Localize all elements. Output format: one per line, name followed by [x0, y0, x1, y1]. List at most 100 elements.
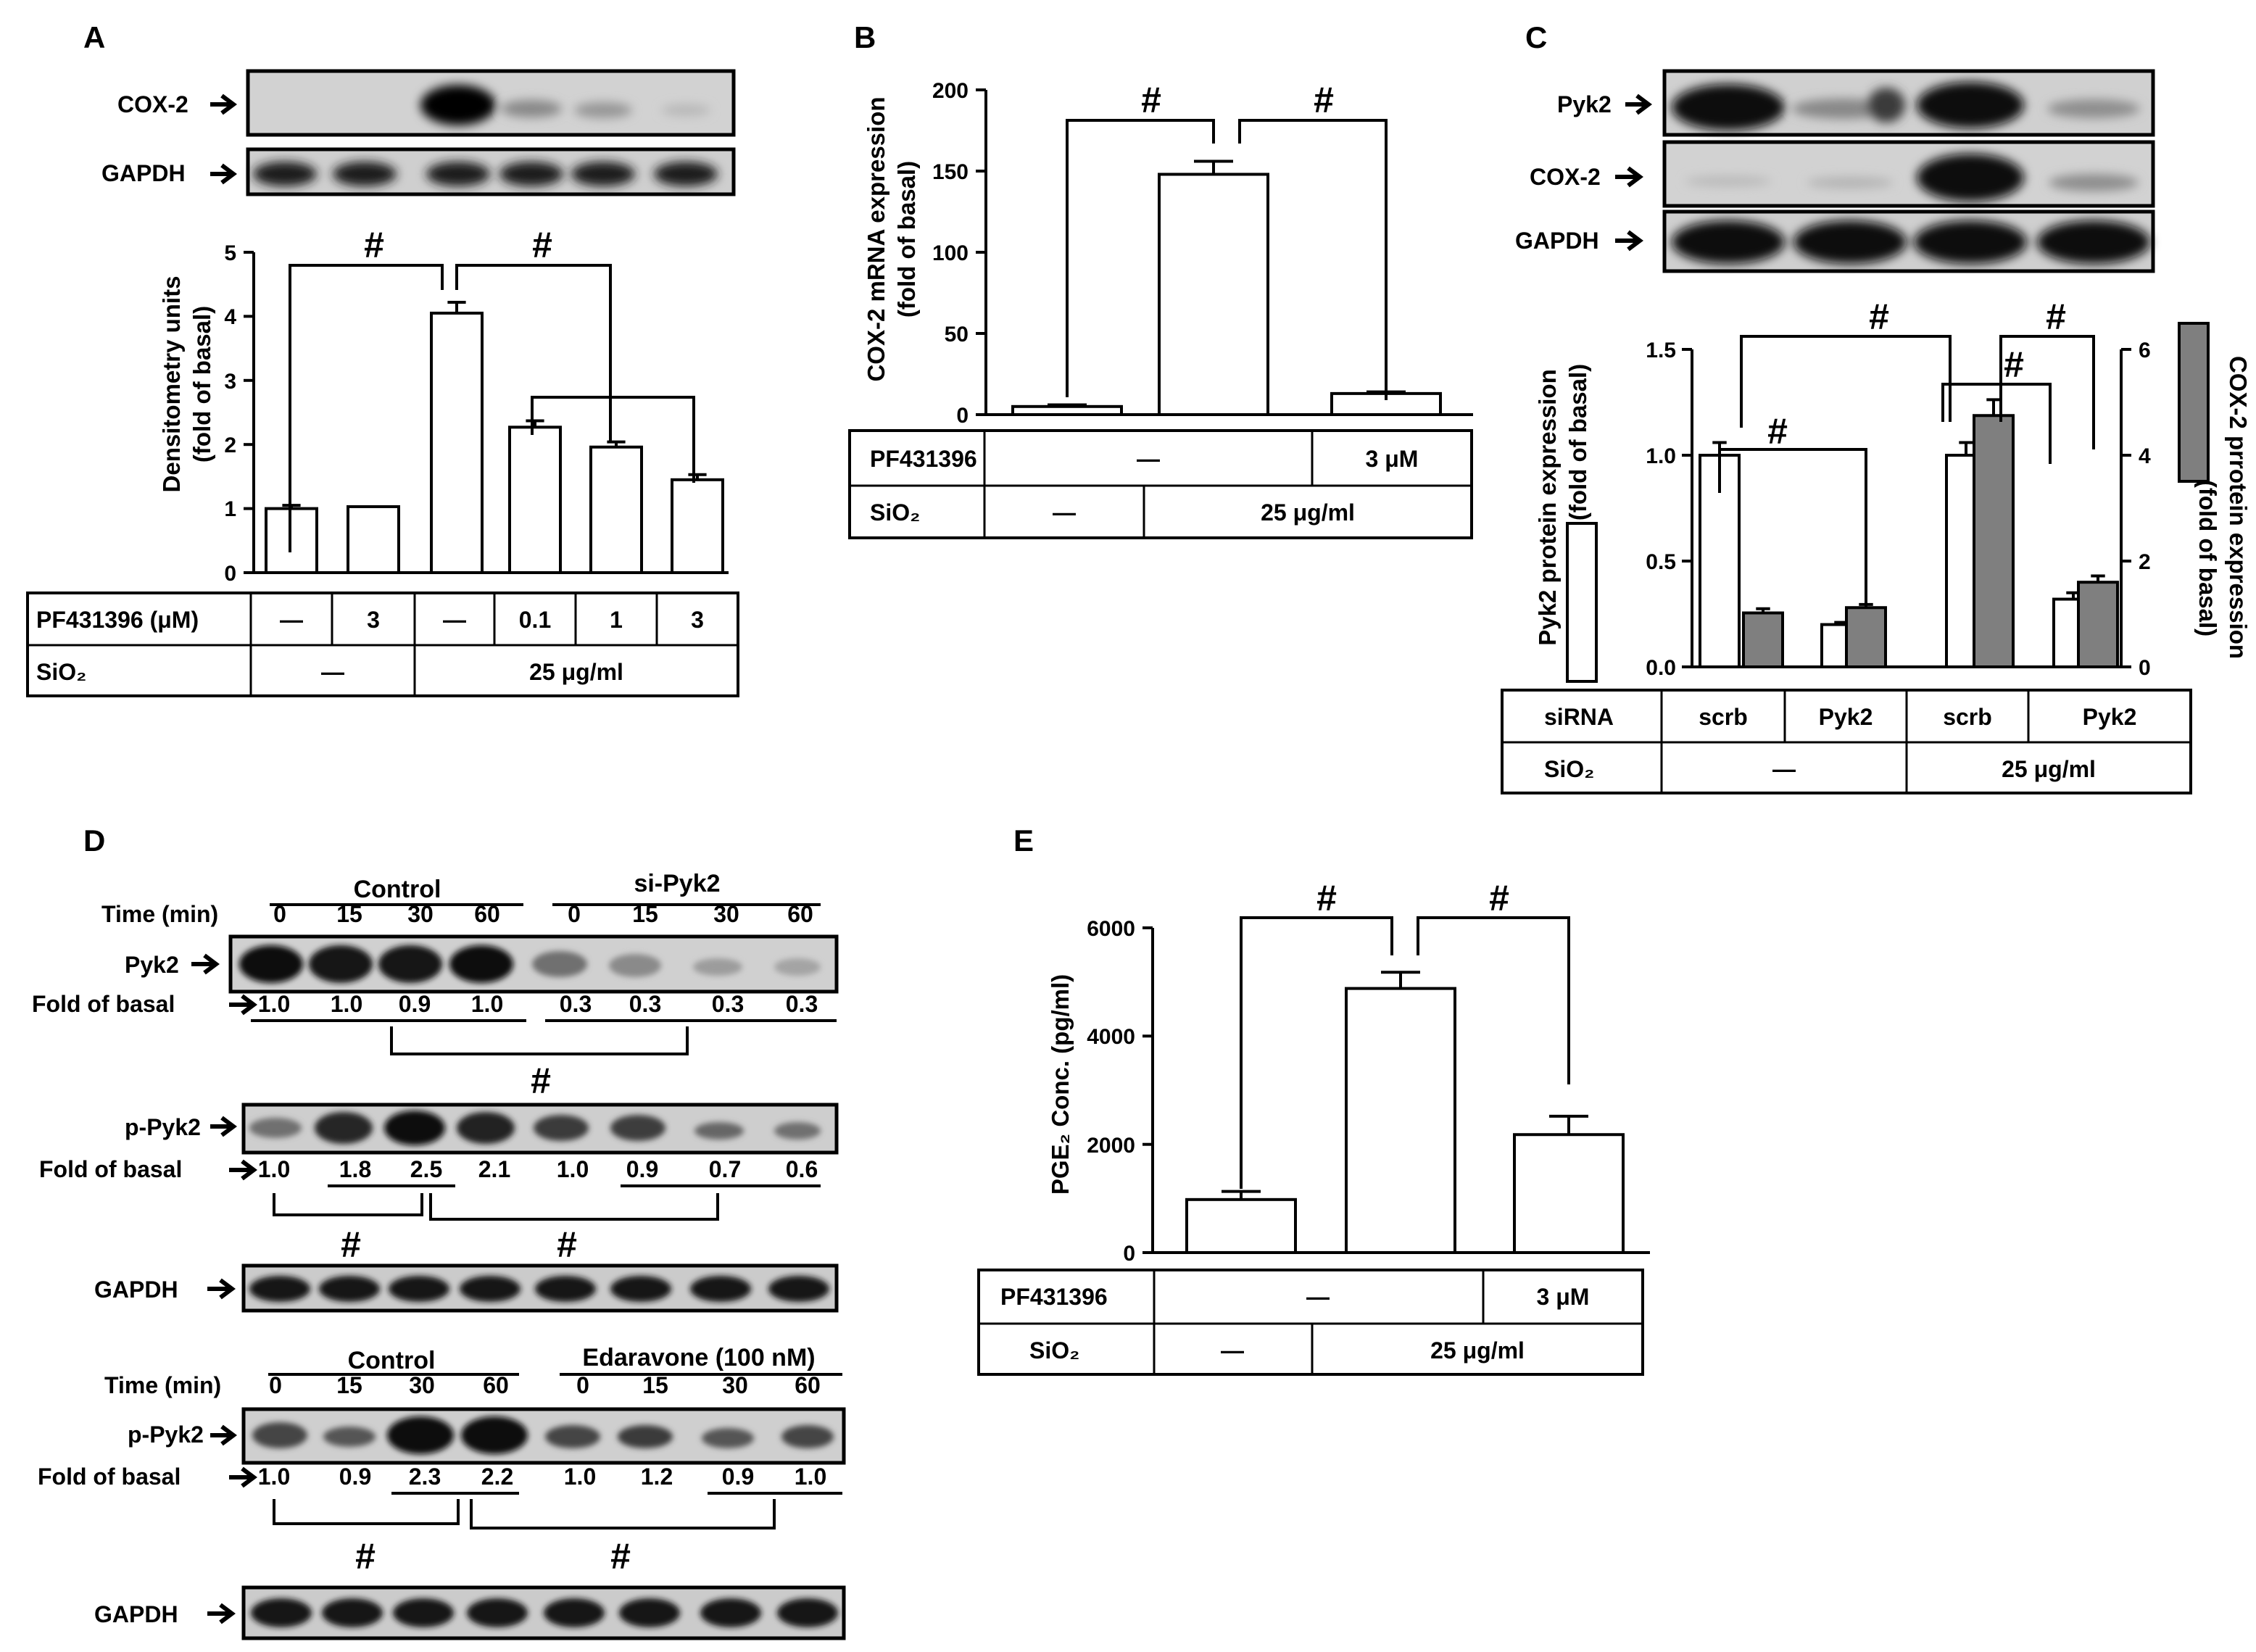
- row-value: 1.2: [641, 1464, 673, 1490]
- row-value: 0.3: [786, 991, 818, 1017]
- panel-c: Pyk2 COX-2 GAPDH: [1501, 69, 2252, 794]
- error-bar: [1756, 607, 1770, 613]
- bar: [1185, 1198, 1297, 1254]
- error-bar: [1549, 1114, 1588, 1135]
- table-cell: 3: [367, 607, 380, 633]
- row-value: 1.0: [258, 1156, 290, 1182]
- row-value: 1.8: [339, 1156, 371, 1182]
- row-value: 30: [407, 901, 434, 927]
- error-bar: [1194, 159, 1233, 175]
- row-value: 1.0: [795, 1464, 826, 1490]
- blot-label-p-pyk2: p-Pyk2: [125, 1114, 201, 1140]
- bar: [1845, 606, 1887, 668]
- y-axis-right: 0 2 4 6: [2120, 339, 2151, 680]
- table-cell: —: [1772, 756, 1796, 782]
- row-value: 15: [336, 901, 362, 927]
- y-tick-label: 50: [945, 323, 969, 346]
- row-value: 1.0: [557, 1156, 589, 1182]
- bar-series: [1185, 971, 1625, 1255]
- significance-brackets: [251, 1019, 837, 1055]
- table-row-label: SiO₂: [36, 659, 86, 685]
- bar: [589, 445, 643, 575]
- y-tick-label: 0: [2139, 656, 2151, 680]
- significance-mark: #: [355, 1536, 376, 1577]
- fold-values: 1.0 1.8 2.5 2.1 1.0 0.9 0.7 0.6: [258, 1156, 818, 1182]
- bar: [1513, 1133, 1625, 1255]
- row-value: 60: [483, 1372, 509, 1398]
- y-tick-label: 6000: [1087, 917, 1135, 941]
- arrow-icon: [191, 953, 220, 975]
- panel-a: COX-2 GAPDH Densitometry units: [26, 69, 739, 697]
- fold-values: 1.0 0.9 2.3 2.2 1.0 1.2 0.9 1.0: [258, 1464, 826, 1490]
- bar: [1973, 414, 2015, 668]
- panel-d: Control si-Pyk2 Time (min) 0 15 30 60 0 15 30 6…: [32, 870, 846, 1640]
- table-cell: 0.1: [519, 607, 551, 633]
- bar-series: [1011, 159, 1442, 417]
- y-tick-label: 150: [932, 160, 969, 184]
- table-cell: Pyk2: [1819, 704, 1873, 730]
- row-value: 1.0: [564, 1464, 596, 1490]
- table-cell: 3 μM: [1537, 1284, 1590, 1310]
- y-axis-label: PGE₂ Conc. (pg/ml): [1047, 974, 1074, 1195]
- table-row-label: PF431396: [870, 446, 977, 472]
- group-title: si-Pyk2: [634, 870, 720, 897]
- row-value: 0.7: [709, 1156, 741, 1182]
- table-cell: scrb: [1699, 704, 1748, 730]
- time-points: 0 15 30 60 0 15 30 60: [269, 1372, 821, 1398]
- time-points: 0 15 30 60 0 15 30 60: [273, 901, 813, 927]
- row-value: 0: [273, 901, 286, 927]
- panel-c-blots: [1662, 69, 2155, 273]
- fold-values: 1.0 1.0 0.9 1.0 0.3 0.3 0.3 0.3: [258, 991, 818, 1017]
- blot-label-gapdh: GAPDH: [94, 1277, 178, 1303]
- bar: [347, 505, 400, 574]
- table-cell: Pyk2: [2083, 704, 2137, 730]
- fold-label: Fold of basal: [39, 1156, 182, 1182]
- panel-e-table: PF431396 SiO₂ — 3 μM — 25 μg/ml: [977, 1269, 1644, 1376]
- arrow-icon: [210, 163, 237, 185]
- significance-mark: #: [532, 225, 552, 265]
- significance-mark: #: [1767, 411, 1788, 452]
- row-value: 15: [642, 1372, 668, 1398]
- arrow-icon: [229, 994, 257, 1016]
- panel-c-blot-labels: Pyk2 COX-2 GAPDH: [1515, 91, 1652, 254]
- row-value: 0.9: [399, 991, 431, 1017]
- y-axis-label: Pyk2 protein expression: [1534, 369, 1561, 645]
- table-cell: —: [1306, 1284, 1330, 1310]
- error-bar: [1959, 441, 1973, 455]
- error-bar: [1048, 403, 1087, 407]
- y-tick-label: 0.5: [1646, 550, 1676, 574]
- row-value: 30: [409, 1372, 435, 1398]
- legend-swatch-cox2: [2178, 322, 2210, 483]
- panel-e: PGE₂ Conc. (pg/ml) 0 2000 4000 6000 # # …: [977, 878, 1650, 1376]
- table-row-label: PF431396: [1000, 1284, 1108, 1310]
- row-value: 0: [269, 1372, 282, 1398]
- bar: [2077, 581, 2119, 669]
- y-axis-label: (fold of basal): [188, 306, 215, 462]
- significance-mark: #: [1869, 296, 1889, 337]
- row-value: 1.0: [471, 991, 503, 1017]
- bar: [1158, 173, 1269, 416]
- panel-a-blots: [246, 69, 736, 196]
- row-value: 30: [722, 1372, 748, 1398]
- table-cell: 25 μg/ml: [529, 659, 623, 685]
- bar-series: [265, 300, 724, 575]
- y-tick-label: 0.0: [1646, 656, 1676, 680]
- arrow-icon: [207, 1603, 236, 1624]
- y-tick-label: 2000: [1087, 1134, 1135, 1158]
- bar: [508, 426, 562, 574]
- row-value: 60: [795, 1372, 821, 1398]
- western-blot-strip: [1662, 140, 2155, 208]
- row-value: 15: [336, 1372, 362, 1398]
- table-cell: —: [1053, 499, 1076, 526]
- table-cell: —: [443, 607, 466, 633]
- row-value: 0.3: [712, 991, 744, 1017]
- blot-label-gapdh: GAPDH: [101, 160, 186, 186]
- panel-a-blot-labels: COX-2 GAPDH: [101, 91, 237, 186]
- blot-label-p-pyk2: p-Pyk2: [128, 1421, 204, 1448]
- arrow-icon: [1625, 94, 1652, 115]
- time-label: Time (min): [101, 901, 218, 927]
- panel-label-a: A: [83, 20, 105, 54]
- table-cell: 25 μg/ml: [1430, 1337, 1525, 1363]
- panel-label-c: C: [1525, 20, 1547, 54]
